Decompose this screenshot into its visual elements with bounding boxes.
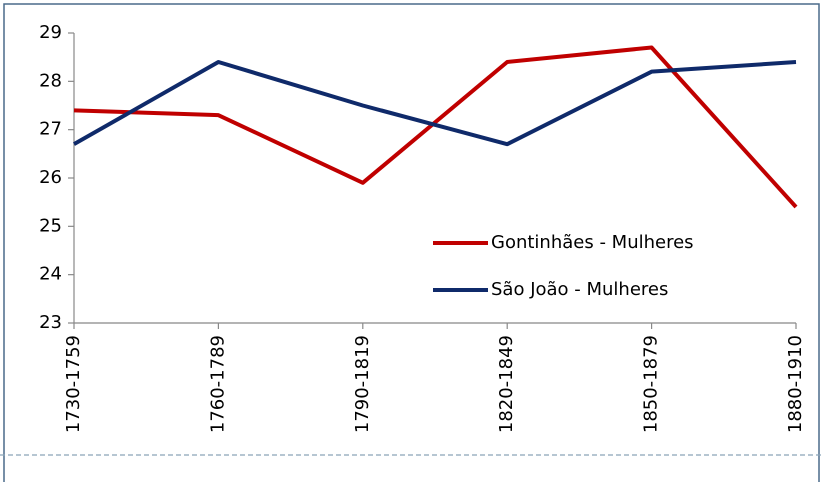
y-tick-label: 29 (39, 22, 62, 43)
x-tick-label: 1760-1789 (207, 335, 228, 433)
legend-label: São João - Mulheres (491, 279, 668, 300)
y-tick-label: 24 (39, 264, 62, 285)
legend-label: Gontinhães - Mulheres (491, 232, 694, 253)
y-tick-label: 27 (39, 119, 62, 140)
y-tick-label: 23 (39, 312, 62, 333)
series-line (73, 45, 798, 209)
y-tick-label: 28 (39, 70, 62, 91)
series-line (73, 60, 797, 147)
y-tick-label: 26 (39, 167, 62, 188)
x-tick-label: 1820-1849 (496, 335, 517, 433)
x-tick-label: 1790-1819 (352, 335, 373, 433)
y-tick-label: 25 (39, 215, 62, 236)
x-tick-label: 1730-1759 (63, 335, 84, 433)
x-tick-label: 1880-1910 (785, 335, 806, 433)
x-tick-label: 1850-1879 (641, 335, 662, 433)
chart-border (3, 3, 820, 482)
